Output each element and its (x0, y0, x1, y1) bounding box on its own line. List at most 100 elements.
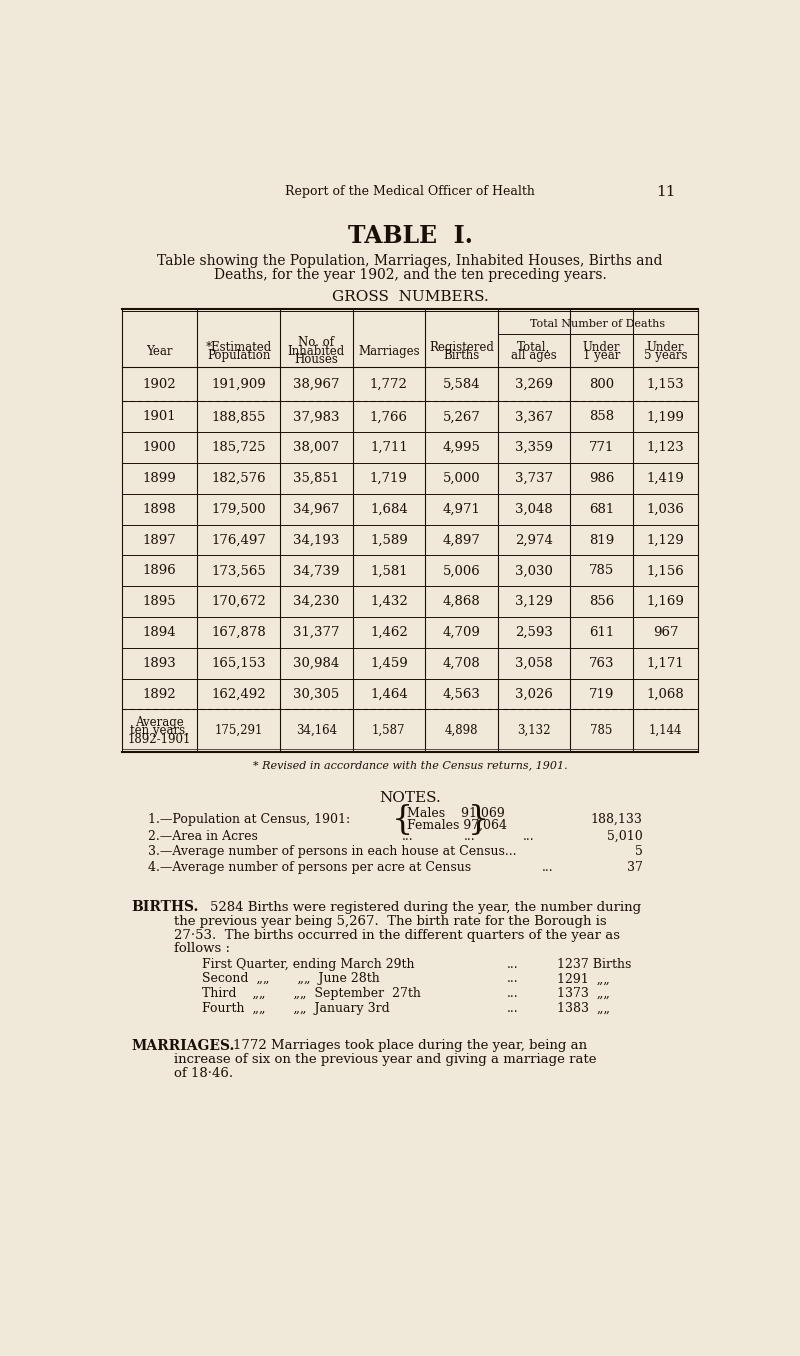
Text: 38,007: 38,007 (293, 441, 339, 454)
Text: Under: Under (582, 340, 620, 354)
Text: all ages: all ages (511, 348, 557, 362)
Text: 4,995: 4,995 (442, 441, 480, 454)
Text: 856: 856 (589, 595, 614, 607)
Text: 1,719: 1,719 (370, 472, 408, 485)
Text: 1,772: 1,772 (370, 377, 408, 391)
Text: 162,492: 162,492 (211, 687, 266, 701)
Text: 5 years: 5 years (644, 348, 687, 362)
Text: 1,123: 1,123 (646, 441, 685, 454)
Text: ...: ... (522, 830, 534, 843)
Text: 986: 986 (589, 472, 614, 485)
Text: 785: 785 (590, 724, 613, 738)
Text: 167,878: 167,878 (211, 626, 266, 639)
Text: 3,737: 3,737 (515, 472, 553, 485)
Text: 1.—Population at Census, 1901:: 1.—Population at Census, 1901: (148, 814, 350, 826)
Text: Total Number of Deaths: Total Number of Deaths (530, 320, 666, 330)
Text: 175,291: 175,291 (214, 724, 263, 738)
Text: 1,459: 1,459 (370, 656, 408, 670)
Text: 188,855: 188,855 (211, 411, 266, 423)
Text: 4,898: 4,898 (445, 724, 478, 738)
Text: 3,359: 3,359 (515, 441, 553, 454)
Text: 1902: 1902 (142, 377, 176, 391)
Text: ...: ... (542, 861, 554, 873)
Text: 1,711: 1,711 (370, 441, 408, 454)
Text: 5: 5 (634, 845, 642, 858)
Text: 3,269: 3,269 (515, 377, 553, 391)
Text: 5,267: 5,267 (442, 411, 480, 423)
Text: 1892-1901: 1892-1901 (128, 732, 191, 746)
Text: Inhabited: Inhabited (288, 344, 345, 358)
Text: 191,909: 191,909 (211, 377, 266, 391)
Text: 1899: 1899 (142, 472, 176, 485)
Text: 4,708: 4,708 (442, 656, 480, 670)
Text: 3,129: 3,129 (515, 595, 553, 607)
Text: 4,563: 4,563 (442, 687, 480, 701)
Text: 1894: 1894 (142, 626, 176, 639)
Text: 5,010: 5,010 (606, 830, 642, 843)
Text: 34,230: 34,230 (293, 595, 339, 607)
Text: 1897: 1897 (142, 533, 176, 546)
Text: 2.—Area in Acres: 2.—Area in Acres (148, 830, 258, 843)
Text: 35,851: 35,851 (293, 472, 339, 485)
Text: 1,766: 1,766 (370, 411, 408, 423)
Text: No. of: No. of (298, 336, 334, 350)
Text: 11: 11 (656, 184, 675, 199)
Text: 1,587: 1,587 (372, 724, 406, 738)
Text: Houses: Houses (294, 354, 338, 366)
Text: 1,169: 1,169 (646, 595, 685, 607)
Text: *Estimated: *Estimated (206, 340, 272, 354)
Text: ...: ... (507, 957, 518, 971)
Text: 1,036: 1,036 (646, 503, 685, 515)
Text: ...: ... (507, 1002, 518, 1014)
Text: 1893: 1893 (142, 656, 176, 670)
Text: Second  „„       „„  June 28th: Second „„ „„ June 28th (202, 972, 380, 986)
Text: Deaths, for the year 1902, and the ten preceding years.: Deaths, for the year 1902, and the ten p… (214, 268, 606, 282)
Text: 170,672: 170,672 (211, 595, 266, 607)
Text: 4,868: 4,868 (442, 595, 480, 607)
Text: ...: ... (507, 972, 518, 986)
Text: 4,709: 4,709 (442, 626, 480, 639)
Text: 5,006: 5,006 (442, 564, 480, 578)
Text: {: { (392, 804, 413, 835)
Text: * Revised in accordance with the Census returns, 1901.: * Revised in accordance with the Census … (253, 761, 567, 770)
Text: TABLE  I.: TABLE I. (347, 224, 473, 248)
Text: 1,462: 1,462 (370, 626, 408, 639)
Text: 1,432: 1,432 (370, 595, 408, 607)
Text: 800: 800 (589, 377, 614, 391)
Text: 5284 Births were registered during the year, the number during: 5284 Births were registered during the y… (210, 900, 641, 914)
Text: }: } (467, 804, 489, 835)
Text: 173,565: 173,565 (211, 564, 266, 578)
Text: 611: 611 (589, 626, 614, 639)
Text: 34,193: 34,193 (293, 533, 339, 546)
Text: 1,144: 1,144 (649, 724, 682, 738)
Text: Total,: Total, (518, 340, 550, 354)
Text: Average: Average (135, 716, 184, 728)
Text: 1237 Births: 1237 Births (558, 957, 632, 971)
Text: Under: Under (646, 340, 684, 354)
Text: 34,967: 34,967 (293, 503, 339, 515)
Text: 1291  „„: 1291 „„ (558, 972, 610, 986)
Text: Females 97,064: Females 97,064 (407, 819, 507, 833)
Text: 1,068: 1,068 (646, 687, 685, 701)
Text: 4,971: 4,971 (442, 503, 480, 515)
Text: the previous year being 5,267.  The birth rate for the Borough is: the previous year being 5,267. The birth… (174, 915, 606, 928)
Text: of 18·46.: of 18·46. (174, 1067, 233, 1081)
Text: 1,199: 1,199 (646, 411, 685, 423)
Text: First Quarter, ending March 29th: First Quarter, ending March 29th (202, 957, 415, 971)
Text: 1,171: 1,171 (646, 656, 685, 670)
Text: Marriages: Marriages (358, 344, 420, 358)
Text: Third    „„       „„  September  27th: Third „„ „„ September 27th (202, 987, 421, 1001)
Text: 1,129: 1,129 (646, 533, 685, 546)
Text: Year: Year (146, 344, 173, 358)
Text: 1,581: 1,581 (370, 564, 408, 578)
Text: Males    91,069: Males 91,069 (407, 807, 505, 820)
Text: 1,419: 1,419 (646, 472, 685, 485)
Text: 30,305: 30,305 (293, 687, 339, 701)
Text: 2,974: 2,974 (515, 533, 553, 546)
Text: 1772 Marriages took place during the year, being an: 1772 Marriages took place during the yea… (234, 1040, 587, 1052)
Text: 179,500: 179,500 (211, 503, 266, 515)
Text: 3,367: 3,367 (515, 411, 553, 423)
Text: 3,132: 3,132 (518, 724, 550, 738)
Text: 785: 785 (589, 564, 614, 578)
Text: 37,983: 37,983 (293, 411, 339, 423)
